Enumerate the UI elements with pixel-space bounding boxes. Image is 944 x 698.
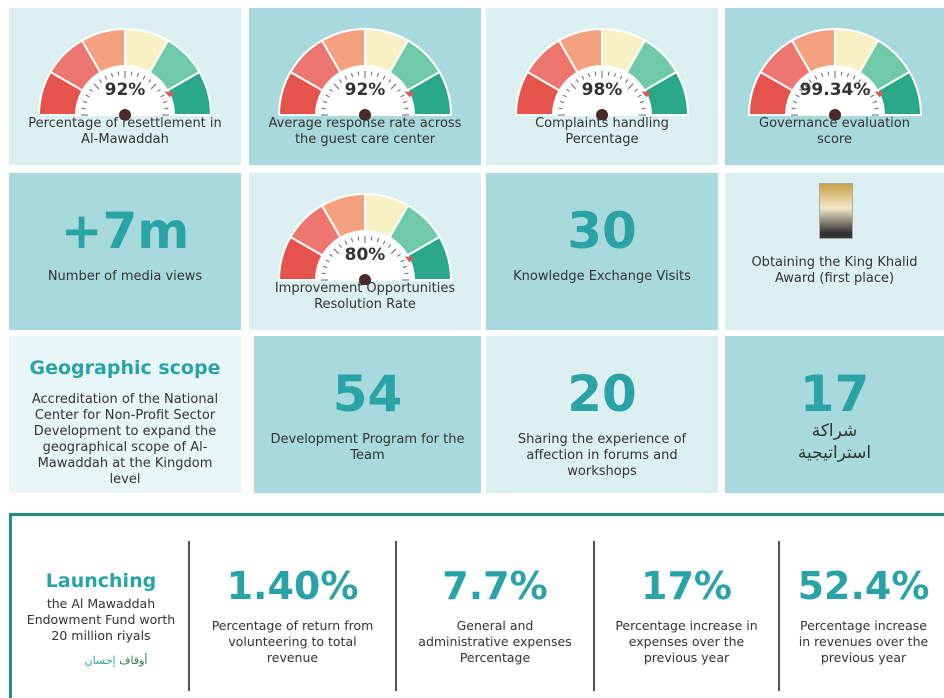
gauge-tick xyxy=(791,108,795,109)
tile: 54 Development Program for the Team xyxy=(254,336,481,493)
tile: 99.34% Governance evaluation score xyxy=(725,8,944,165)
tile-label: Average response rate across the guest c… xyxy=(265,116,465,148)
gauge-tick xyxy=(642,108,646,109)
launch-label: the Al Mawaddah Endowment Fund worth 20 … xyxy=(26,596,176,644)
gauge-tick xyxy=(358,72,359,76)
stat-label: Percentage increase in revenues over the… xyxy=(794,618,933,666)
tile: 30 Knowledge Exchange Visits xyxy=(486,173,718,330)
bottom-panel: Launching the Al Mawaddah Endowment Fund… xyxy=(9,513,944,698)
gauge: 80% xyxy=(275,185,455,285)
gauge-tick xyxy=(595,72,596,76)
page: 92% Percentage of resettlement in Al-Mawa… xyxy=(0,0,944,698)
tile-label: Accreditation of the National Center for… xyxy=(25,392,225,488)
gauge-tick xyxy=(82,108,86,109)
tile: 80% Improvement Opportunities Resolution … xyxy=(249,173,481,330)
tile-heading: Geographic scope xyxy=(25,360,225,376)
tile-label: Sharing the experience of affection in f… xyxy=(502,432,702,480)
launch-heading: Launching xyxy=(12,570,190,592)
tile-label: Governance evaluation score xyxy=(741,116,928,148)
gauge-tick xyxy=(165,108,169,109)
tile-label: Complaints handling Percentage xyxy=(502,116,702,148)
logo: أوقاف xyxy=(119,654,147,667)
tile: 92% Percentage of resettlement in Al-Mawa… xyxy=(9,8,241,165)
gauge-tick xyxy=(118,72,119,76)
big-number: 30 xyxy=(486,203,718,259)
tile-label: Number of media views xyxy=(25,269,225,285)
stat-value: 1.40% xyxy=(190,564,395,608)
big-number: 54 xyxy=(254,366,481,422)
gauge-tick xyxy=(559,108,563,109)
gauge: 92% xyxy=(275,20,455,120)
stat-label: Percentage increase in expenses over the… xyxy=(609,618,764,666)
gauge-value: 80% xyxy=(345,245,386,265)
stat-label: General and administrative expenses Perc… xyxy=(411,618,579,666)
gauge-value: 99.34% xyxy=(799,80,870,100)
gauge-tick xyxy=(322,108,326,109)
gauge-value: 92% xyxy=(105,80,146,100)
stat-label: Percentage of return from volunteering t… xyxy=(204,618,381,666)
tile-label: Percentage of resettlement in Al-Mawadda… xyxy=(25,116,225,148)
stat-column: 52.4% Percentage increase in revenues ove… xyxy=(780,516,944,698)
tile: Obtaining the King Khalid Award (first p… xyxy=(725,173,944,330)
gauge-tick xyxy=(405,273,409,274)
tile-label: Improvement Opportunities Resolution Rat… xyxy=(265,281,465,313)
gauge-value: 92% xyxy=(345,80,386,100)
tile-label: شراكة استراتيجية xyxy=(785,420,884,464)
award-image xyxy=(819,183,853,239)
stat-value: 52.4% xyxy=(780,564,944,608)
tile: 98% Complaints handling Percentage xyxy=(486,8,718,165)
tile: +7m Number of media views xyxy=(9,173,241,330)
gauge-tick xyxy=(874,108,878,109)
launch-column: Launching the Al Mawaddah Endowment Fund… xyxy=(12,516,190,698)
gauge: 92% xyxy=(35,20,215,120)
big-number: 17 xyxy=(725,366,944,422)
gauge-tick xyxy=(828,72,829,76)
stat-column: 1.40% Percentage of return from volunteer… xyxy=(190,516,395,698)
gauge: 99.34% xyxy=(745,20,925,120)
gauge-tick xyxy=(371,237,372,241)
tile-label: Obtaining the King Khalid Award (first p… xyxy=(741,255,928,287)
gauge-tick xyxy=(608,72,609,76)
stat-column: 7.7% General and administrative expenses … xyxy=(397,516,593,698)
gauge-value: 98% xyxy=(582,80,623,100)
gauge-tick xyxy=(358,237,359,241)
gauge-tick xyxy=(841,72,842,76)
gauge-tick xyxy=(371,72,372,76)
tile-label: Knowledge Exchange Visits xyxy=(502,269,702,285)
gauge-tick xyxy=(322,273,326,274)
logo: إحسان xyxy=(85,654,116,667)
big-number: 20 xyxy=(486,366,718,422)
tile: Geographic scope Accreditation of the Nat… xyxy=(9,336,241,493)
gauge-tick xyxy=(131,72,132,76)
stat-value: 7.7% xyxy=(397,564,593,608)
gauge-tick xyxy=(405,108,409,109)
tile: 20 Sharing the experience of affection in… xyxy=(486,336,718,493)
tile: 92% Average response rate across the gues… xyxy=(249,8,481,165)
logos: أوقاف إحسان xyxy=(12,654,190,667)
stat-column: 17% Percentage increase in expenses over … xyxy=(595,516,778,698)
gauge: 98% xyxy=(512,20,692,120)
tile-label: Development Program for the Team xyxy=(270,432,465,464)
stat-value: 17% xyxy=(595,564,778,608)
big-number: +7m xyxy=(9,203,241,259)
